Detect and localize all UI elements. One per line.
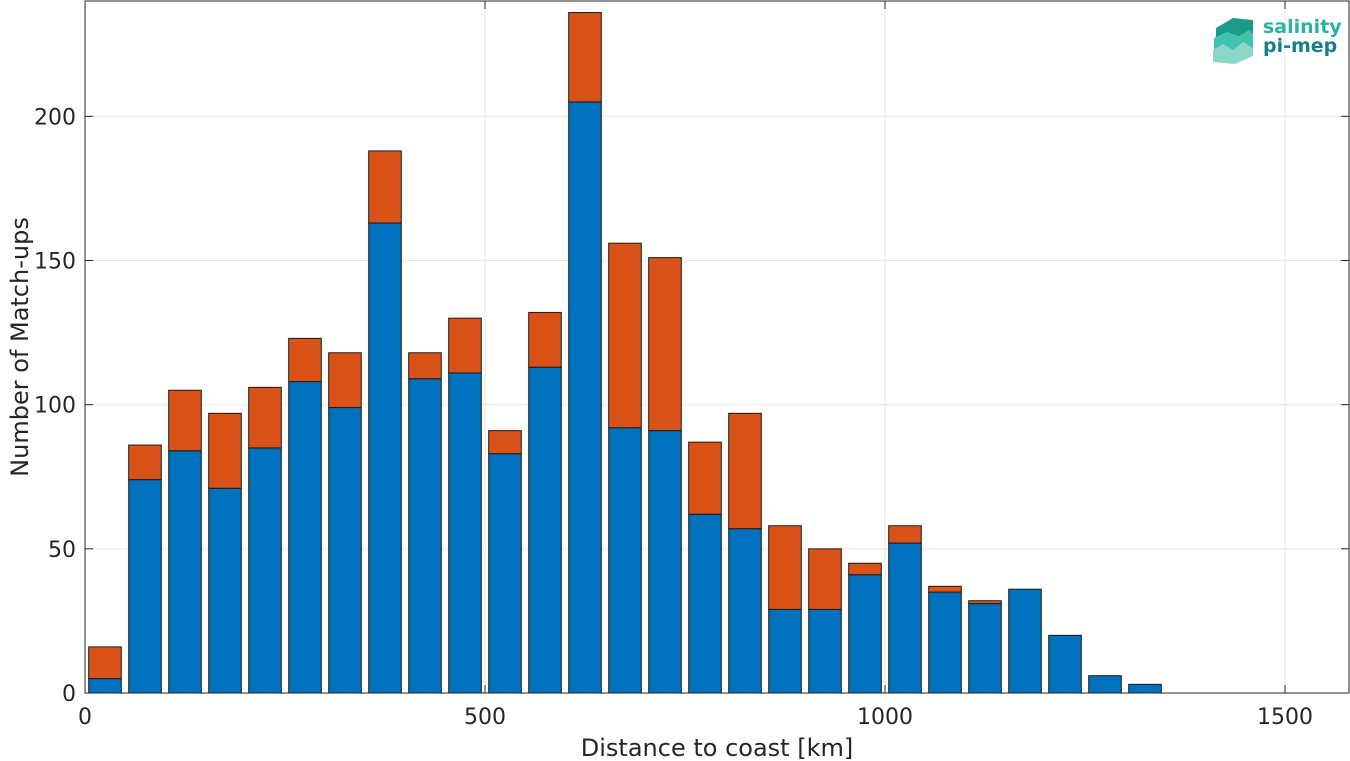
salinity-pi-mep-logo: salinity pi-mep	[1213, 16, 1342, 64]
bar-segment-series-1	[248, 447, 282, 694]
bar-segment-series-1	[408, 378, 442, 694]
wave-logo-icon	[1213, 18, 1253, 64]
bar-segment-series-1	[768, 608, 802, 694]
bar-segment-series-1	[128, 479, 162, 694]
bar-segment-series-2	[128, 444, 162, 481]
bar-segment-series-2	[168, 389, 202, 452]
bar-segment-series-2	[928, 585, 962, 593]
y-tick-label: 50	[48, 538, 76, 563]
bar-segment-series-1	[88, 678, 122, 694]
x-tick-label: 500	[464, 705, 506, 730]
bar-segment-series-2	[608, 242, 642, 429]
bar-segment-series-1	[328, 407, 362, 694]
bar-segment-series-1	[208, 487, 242, 694]
bar-segment-series-2	[568, 12, 602, 103]
bar-segment-series-1	[808, 608, 842, 694]
bar-series	[88, 12, 1162, 694]
bar-segment-series-1	[968, 603, 1002, 694]
bar-segment-series-2	[248, 386, 282, 449]
y-tick-label: 150	[34, 250, 76, 275]
bar-segment-series-1	[888, 542, 922, 694]
bar-segment-series-2	[648, 257, 682, 432]
bar-segment-series-2	[88, 646, 122, 680]
bar-segment-series-1	[928, 591, 962, 694]
bar-segment-series-1	[528, 366, 562, 694]
axis-ticks: 0 500 1000 1500 0 50 100 150 200	[34, 1, 1349, 730]
bar-segment-series-2	[528, 311, 562, 368]
y-tick-label: 200	[34, 105, 76, 130]
bar-segment-series-1	[448, 372, 482, 694]
y-tick-label: 100	[34, 394, 76, 419]
bar-segment-series-2	[208, 412, 242, 489]
bar-segment-series-2	[808, 548, 842, 610]
bar-segment-series-2	[488, 430, 522, 455]
x-tick-label: 1500	[1257, 705, 1313, 730]
bar-segment-series-1	[288, 381, 322, 694]
bar-segment-series-2	[968, 600, 1002, 605]
bar-segment-series-2	[368, 150, 402, 224]
bar-segment-series-2	[328, 352, 362, 409]
bar-segment-series-2	[408, 352, 442, 380]
bar-segment-series-1	[1128, 683, 1162, 694]
plot-frame	[84, 0, 1350, 694]
y-tick-label: 0	[62, 682, 76, 707]
logo-text-pi-mep: pi-mep	[1263, 35, 1337, 57]
bar-segment-series-2	[768, 525, 802, 610]
bar-segment-series-1	[1008, 588, 1042, 694]
bar-segment-series-1	[688, 513, 722, 694]
bar-segment-series-2	[728, 412, 762, 530]
y-axis-label: Number of Match-ups	[6, 217, 34, 477]
bar-segment-series-2	[888, 525, 922, 544]
bar-segment-series-1	[488, 453, 522, 694]
bar-segment-series-1	[728, 528, 762, 694]
bar-segment-series-2	[288, 337, 322, 383]
bar-segment-series-1	[848, 574, 882, 694]
bar-segment-series-1	[168, 450, 202, 694]
bar-segment-series-1	[608, 427, 642, 694]
bar-segment-series-2	[688, 441, 722, 515]
bar-segment-series-1	[1048, 634, 1082, 694]
bar-segment-series-2	[448, 317, 482, 374]
bar-segment-series-1	[368, 222, 402, 694]
bar-segment-series-1	[648, 430, 682, 694]
x-axis-label: Distance to coast [km]	[581, 734, 853, 761]
x-tick-label: 0	[78, 705, 92, 730]
logo-text-salinity: salinity	[1263, 16, 1342, 38]
bar-segment-series-1	[1088, 675, 1122, 694]
bar-segment-series-2	[848, 562, 882, 576]
bar-segment-series-1	[568, 101, 602, 694]
x-tick-label: 1000	[857, 705, 913, 730]
